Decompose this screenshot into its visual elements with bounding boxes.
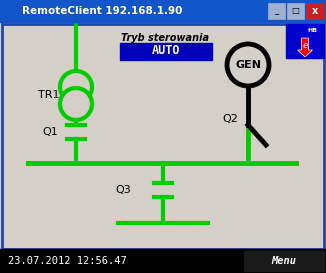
Text: GEN: GEN	[235, 60, 261, 70]
Text: 23.07.2012 12:56.47: 23.07.2012 12:56.47	[8, 256, 127, 266]
Circle shape	[60, 88, 92, 120]
Bar	[287, 3, 304, 19]
FancyArrow shape	[298, 38, 313, 57]
Bar	[0, 249, 326, 273]
Text: □: □	[291, 7, 300, 16]
Text: Tryb sterowania: Tryb sterowania	[121, 33, 209, 43]
Bar	[286, 24, 324, 58]
Circle shape	[60, 71, 92, 103]
Bar	[268, 3, 285, 19]
Text: HB: HB	[308, 28, 318, 34]
Bar	[0, 0, 326, 22]
Text: Q2: Q2	[222, 114, 238, 124]
Text: e: e	[302, 40, 308, 49]
Bar	[306, 3, 324, 19]
Bar	[244, 251, 324, 271]
Bar	[2, 24, 324, 249]
Text: Q3: Q3	[115, 185, 131, 195]
Text: Menu: Menu	[272, 256, 297, 266]
Circle shape	[227, 44, 269, 86]
Text: _: _	[274, 7, 279, 16]
Text: TR1: TR1	[38, 91, 60, 100]
Text: Q1: Q1	[42, 127, 58, 137]
Text: x: x	[312, 6, 318, 16]
Bar	[120, 43, 212, 60]
Text: AUTO: AUTO	[152, 44, 180, 58]
Text: RemoteClient 192.168.1.90: RemoteClient 192.168.1.90	[22, 6, 182, 16]
